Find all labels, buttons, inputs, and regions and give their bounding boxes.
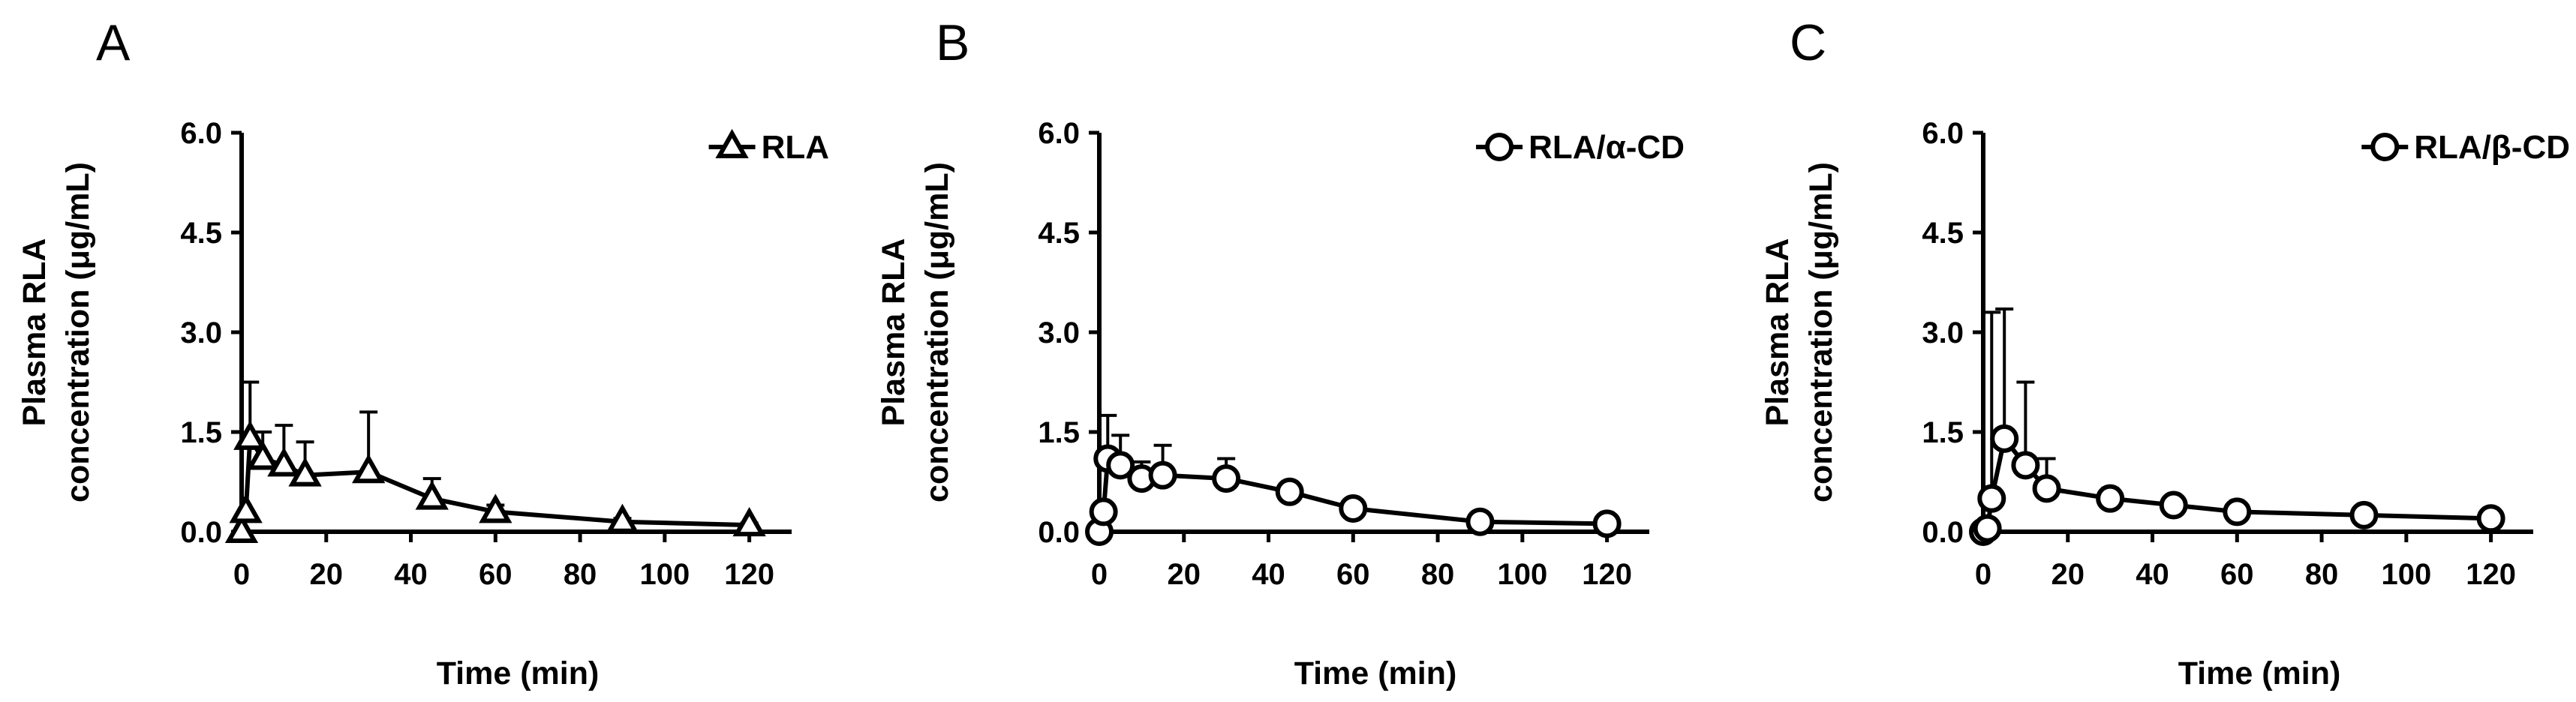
y-tick-label: 0.0 [1038,516,1080,549]
data-point [1465,507,1495,536]
data-point [1106,451,1135,480]
y-tick-label: 0.0 [180,516,222,549]
data-point [2096,484,2125,513]
data-point [1977,484,2006,513]
y-axis-title: concentration (μg/mL) [919,162,955,502]
data-point [1089,497,1118,526]
x-tick-label: 20 [310,558,344,591]
panel-label: B [936,14,969,71]
x-tick-label: 100 [639,558,690,591]
x-axis-title: Time (min) [1294,656,1457,692]
x-tick-label: 80 [1421,558,1455,591]
data-point [415,480,449,510]
x-tick-label: 40 [2136,558,2169,591]
x-tick-label: 0 [1975,558,1991,591]
x-tick-label: 40 [1252,558,1285,591]
y-tick-label: 4.5 [1922,217,1964,250]
data-point [246,440,280,470]
y-axis-title: concentration (μg/mL) [1803,162,1839,502]
y-tick-label: 3.0 [180,316,222,350]
data-point [224,513,259,543]
x-tick-label: 60 [479,558,512,591]
y-tick-label: 0.0 [1922,516,1964,549]
y-axis-title: concentration (μg/mL) [60,162,96,502]
legend-marker [715,128,749,158]
x-tick-label: 100 [2381,558,2431,591]
y-axis-title: Plasma RLA [876,238,912,427]
data-point [2032,474,2061,503]
data-point [1339,494,1368,523]
x-tick-label: 120 [2466,558,2516,591]
chart-panel-B: B 0.0 1.5 3.0 4.5 6.0 0 20 40 60 80 100 120 Time (min… [876,14,1685,692]
y-tick-label: 6.0 [1038,117,1080,150]
x-axis-title: Time (min) [2178,656,2341,692]
panel-label: A [96,14,131,71]
legend: RLA/β-CD [2361,129,2570,166]
chart-panel-C: C 0.0 1.5 3.0 4.5 6.0 0 20 40 60 80 100 120 Time (min… [1760,14,2570,692]
x-tick-label: 0 [233,558,250,591]
legend-label: RLA/β-CD [2414,129,2570,166]
data-point [732,507,766,537]
x-tick-label: 40 [394,558,428,591]
legend: RLA [708,128,829,166]
data-point [2476,504,2505,533]
data-point [352,454,386,484]
x-tick-label: 60 [2220,558,2254,591]
data-point [233,420,267,450]
y-tick-label: 6.0 [1922,117,1964,150]
x-tick-label: 20 [1168,558,1201,591]
data-point [2349,500,2379,530]
data-point [2159,490,2188,520]
legend: RLA/α-CD [1476,129,1685,166]
y-tick-label: 3.0 [1922,316,1964,350]
y-tick-label: 1.5 [1922,416,1964,449]
chart-panel-A: A 0.0 1.5 3.0 4.5 6.0 0 20 40 60 80 100 120 Time (min… [17,14,829,692]
y-tick-label: 4.5 [1038,217,1080,250]
y-axis-title: Plasma RLA [1760,238,1796,427]
data-point [1212,464,1241,494]
x-tick-label: 80 [564,558,597,591]
legend-marker [2370,133,2400,161]
legend-marker [1485,133,1514,161]
data-point [479,494,512,524]
x-tick-label: 80 [2305,558,2339,591]
x-tick-label: 0 [1091,558,1108,591]
y-tick-label: 6.0 [180,117,222,150]
data-point [288,457,322,487]
y-tick-label: 4.5 [180,217,222,250]
data-point [2223,497,2252,526]
x-tick-label: 120 [724,558,774,591]
data-point [2011,451,2040,480]
x-tick-label: 20 [2051,558,2085,591]
legend-label: RLA [762,129,829,166]
data-point [1990,424,2019,453]
data-point [267,447,301,477]
x-axis-title: Time (min) [437,656,600,692]
y-axis-title: Plasma RLA [17,238,53,427]
data-point [1592,509,1622,538]
data-point [1973,514,2002,543]
y-tick-label: 1.5 [1038,416,1080,449]
panel-label: C [1790,14,1826,71]
data-point [1148,460,1177,490]
x-tick-label: 120 [1582,558,1632,591]
x-tick-label: 60 [1336,558,1370,591]
x-tick-label: 100 [1497,558,1547,591]
data-point [606,503,639,533]
y-tick-label: 1.5 [180,416,222,449]
y-tick-label: 3.0 [1038,316,1080,350]
data-point [1275,477,1304,506]
data-point [229,494,263,524]
legend-label: RLA/α-CD [1528,129,1685,166]
